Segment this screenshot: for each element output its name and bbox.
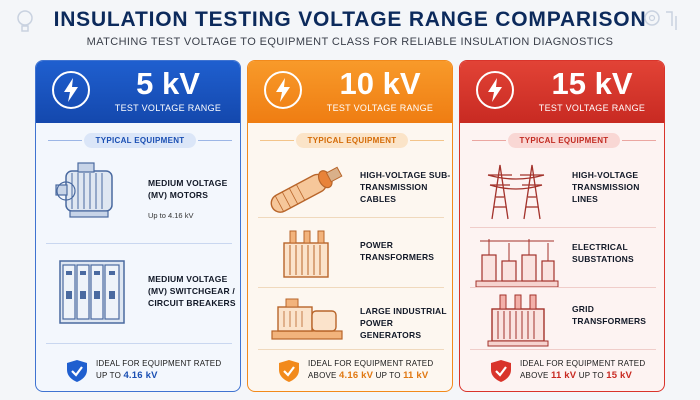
typical-equipment-pill: TYPICAL EQUIPMENT (296, 133, 408, 148)
rating-footer: IDEAL FOR EQUIPMENT RATED ABOVE 4.16 kV … (308, 358, 433, 382)
divider (46, 343, 232, 344)
lightbulb-icon (17, 10, 33, 32)
rating-line: IDEAL FOR EQUIPMENT RATED (96, 359, 222, 368)
equipment-label: MEDIUM VOLTAGE (MV) SWITCHGEAR / CIRCUIT… (148, 274, 236, 308)
rating-value: 11 kV (551, 370, 577, 381)
voltage-value: 15 kV (551, 66, 633, 101)
column-header: 5 kV TEST VOLTAGE RANGE (36, 61, 240, 123)
transmission-tower-icon (487, 164, 545, 220)
page-title: INSULATION TESTING VOLTAGE RANGE COMPARI… (53, 8, 647, 31)
rating-prefix: UP TO (96, 371, 122, 380)
rating-line: IDEAL FOR EQUIPMENT RATED (520, 359, 646, 368)
rating-footer: IDEAL FOR EQUIPMENT RATED ABOVE 11 kV UP… (520, 358, 645, 382)
rating-value-max: 11 kV (403, 370, 429, 381)
gear-icon (644, 10, 677, 30)
voltage-value: 5 kV (136, 66, 200, 101)
column-10kv: 10 kV TEST VOLTAGE RANGE TYPICAL EQUIPME… (247, 60, 453, 392)
column-header: 15 kV TEST VOLTAGE RANGE (460, 61, 664, 123)
transformer-icon (283, 230, 329, 278)
motor-icon (55, 162, 113, 218)
divider (470, 227, 656, 228)
shield-check-icon (67, 360, 87, 382)
pill-rule (260, 140, 294, 141)
page-subtitle: MATCHING TEST VOLTAGE TO EQUIPMENT CLASS… (86, 36, 614, 48)
rating-mid: UP TO (578, 371, 604, 380)
column-5kv: 5 kV TEST VOLTAGE RANGE TYPICAL EQUIPMEN… (35, 60, 241, 392)
cable-icon (270, 166, 343, 213)
rating-value: 4.16 kV (339, 370, 374, 381)
pill-rule (198, 140, 232, 141)
column-header: 10 kV TEST VOLTAGE RANGE (248, 61, 452, 123)
equipment-label: MEDIUM VOLTAGE (MV) MOTORS (148, 178, 228, 200)
generator-icon (271, 298, 343, 340)
rating-footer: IDEAL FOR EQUIPMENT RATED UP TO 4.16 kV (96, 358, 221, 382)
range-label: TEST VOLTAGE RANGE (326, 103, 434, 113)
voltage-value: 10 kV (339, 66, 421, 101)
rating-line: IDEAL FOR EQUIPMENT RATED (308, 359, 434, 368)
rating-prefix: ABOVE (308, 371, 337, 380)
lightning-icon (52, 71, 90, 109)
divider (258, 349, 444, 350)
equipment-label: HIGH-VOLTAGE SUB-TRANSMISSION CABLES (360, 170, 451, 204)
pill-rule (622, 140, 656, 141)
grid-transformer-icon (487, 294, 549, 347)
equipment-note: Up to 4.16 kV (148, 211, 194, 220)
equipment-label: POWER TRANSFORMERS (360, 240, 435, 262)
switchgear-icon (59, 260, 125, 324)
shield-check-icon (279, 360, 299, 382)
shield-check-icon (491, 360, 511, 382)
rating-prefix: ABOVE (520, 371, 549, 380)
rating-value: 4.16 kV (123, 370, 158, 381)
typical-equipment-pill: TYPICAL EQUIPMENT (508, 133, 620, 148)
divider (46, 243, 232, 244)
pill-rule (410, 140, 444, 141)
equipment-label: ELECTRICAL SUBSTATIONS (572, 242, 634, 264)
typical-equipment-pill: TYPICAL EQUIPMENT (84, 133, 196, 148)
equipment-label: HIGH-VOLTAGE TRANSMISSION LINES (572, 170, 640, 204)
range-label: TEST VOLTAGE RANGE (114, 103, 222, 113)
divider (470, 349, 656, 350)
range-label: TEST VOLTAGE RANGE (538, 103, 646, 113)
lightning-icon (476, 71, 514, 109)
rating-value-max: 15 kV (606, 370, 633, 381)
divider (258, 217, 444, 218)
divider (258, 287, 444, 288)
pill-rule (472, 140, 506, 141)
equipment-label: GRID TRANSFORMERS (572, 304, 647, 326)
equipment-label: LARGE INDUSTRIAL POWER GENERATORS (360, 306, 447, 340)
rating-mid: UP TO (375, 371, 401, 380)
column-15kv: 15 kV TEST VOLTAGE RANGE TYPICAL EQUIPME… (459, 60, 665, 392)
divider (470, 287, 656, 288)
pill-rule (48, 140, 82, 141)
substation-icon (475, 239, 559, 288)
lightning-icon (264, 71, 302, 109)
